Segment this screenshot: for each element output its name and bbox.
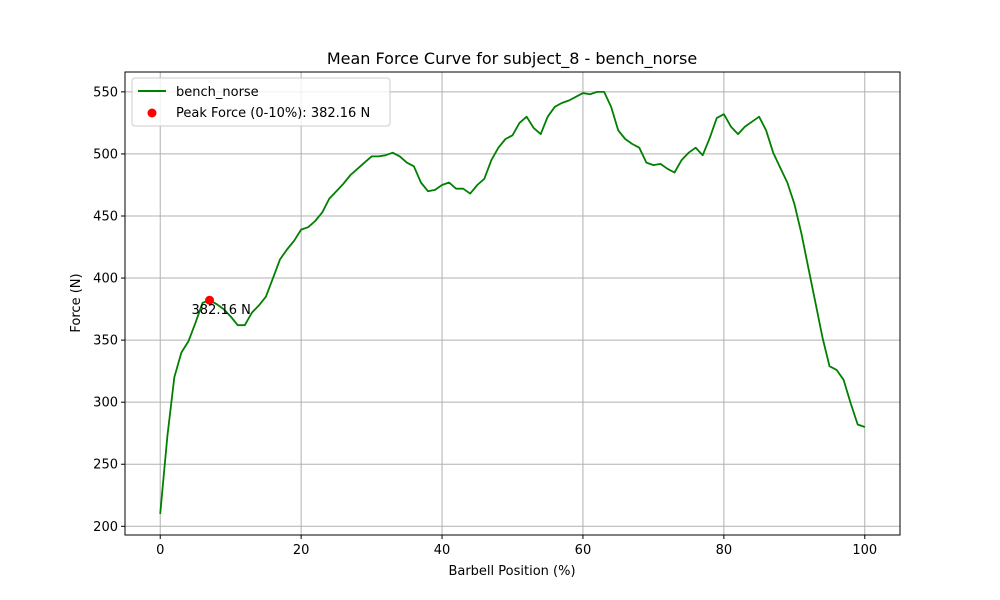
y-tick-label: 300 xyxy=(93,396,118,411)
x-tick-label: 20 xyxy=(293,543,310,558)
x-tick-label: 100 xyxy=(852,543,877,558)
y-axis-ticks: 200 250 300 350 400 450 500 550 xyxy=(93,85,125,535)
peak-force-annotation: 382.16 N xyxy=(192,303,251,318)
legend-peak-label: Peak Force (0-10%): 382.16 N xyxy=(176,106,370,121)
x-axis-label: Barbell Position (%) xyxy=(448,564,575,579)
y-tick-label: 550 xyxy=(93,85,118,100)
peak-force-marker xyxy=(205,295,215,305)
legend: bench_norse Peak Force (0-10%): 382.16 N xyxy=(131,77,391,127)
y-tick-label: 250 xyxy=(93,458,118,473)
chart-title: Mean Force Curve for subject_8 - bench_n… xyxy=(327,49,697,69)
series-line xyxy=(159,91,866,514)
series-layer: 382.16 N xyxy=(159,91,866,514)
x-tick-label: 80 xyxy=(716,543,733,558)
y-tick-label: 400 xyxy=(93,272,118,287)
x-tick-label: 60 xyxy=(575,543,592,558)
y-tick-label: 350 xyxy=(93,334,118,349)
grid xyxy=(125,72,900,535)
legend-peak-marker xyxy=(147,108,157,118)
legend-box xyxy=(131,77,391,127)
x-axis-ticks: 0 20 40 60 80 100 xyxy=(156,535,877,558)
y-tick-label: 200 xyxy=(93,520,118,535)
plot-frame xyxy=(124,71,901,536)
y-tick-label: 450 xyxy=(93,209,118,224)
y-tick-label: 500 xyxy=(93,147,118,162)
x-tick-label: 40 xyxy=(434,543,451,558)
x-tick-label: 0 xyxy=(156,543,164,558)
legend-series-label: bench_norse xyxy=(176,85,259,100)
y-axis-label: Force (N) xyxy=(69,273,84,332)
